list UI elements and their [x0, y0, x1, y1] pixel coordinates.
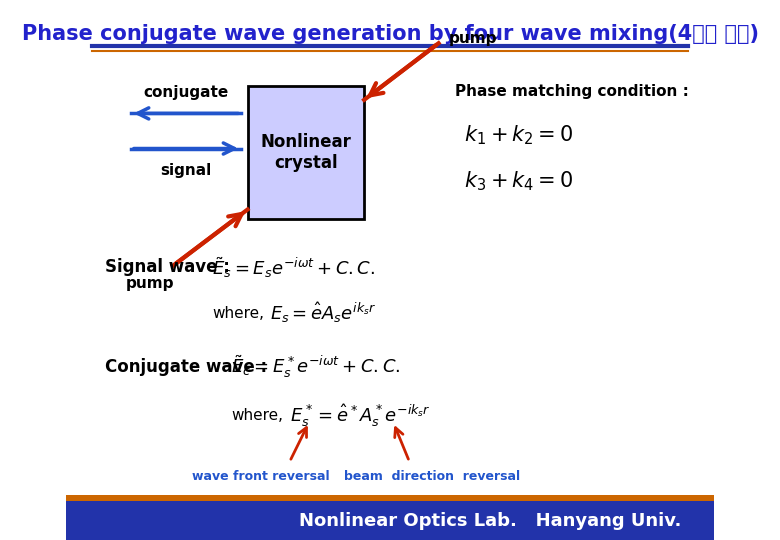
Bar — [66, 501, 714, 540]
Text: Signal wave :: Signal wave : — [105, 258, 230, 276]
Bar — [247, 86, 364, 219]
Text: $\tilde{E}_s = E_s e^{-i\omega t} + C.C.$: $\tilde{E}_s = E_s e^{-i\omega t} + C.C.… — [212, 255, 375, 280]
Bar — [66, 495, 714, 501]
Text: $E_s^* = \hat{e}^* A_s^* e^{-ik_s r}$: $E_s^* = \hat{e}^* A_s^* e^{-ik_s r}$ — [289, 403, 431, 429]
Text: signal: signal — [161, 163, 211, 178]
Text: $k_1 + k_2 = 0$: $k_1 + k_2 = 0$ — [464, 123, 573, 147]
Text: Conjugate wave :: Conjugate wave : — [105, 358, 268, 376]
Text: pump: pump — [126, 276, 175, 292]
Text: conjugate: conjugate — [144, 85, 229, 100]
Text: Phase conjugate wave generation by four wave mixing(4광파 혼합): Phase conjugate wave generation by four … — [22, 24, 758, 44]
Text: $E_s = \hat{e} A_s e^{ik_s r}$: $E_s = \hat{e} A_s e^{ik_s r}$ — [270, 301, 377, 325]
Text: beam  direction  reversal: beam direction reversal — [344, 470, 520, 483]
Text: pump: pump — [448, 31, 497, 46]
Text: $k_3 + k_4 = 0$: $k_3 + k_4 = 0$ — [464, 169, 573, 193]
Text: Nonlinear
crystal: Nonlinear crystal — [261, 133, 351, 172]
Text: wave front reversal: wave front reversal — [192, 470, 329, 483]
Text: where,: where, — [212, 306, 264, 321]
Text: where,: where, — [232, 408, 283, 423]
Text: Phase matching condition :: Phase matching condition : — [455, 84, 689, 99]
Text: Nonlinear Optics Lab.   Hanyang Univ.: Nonlinear Optics Lab. Hanyang Univ. — [300, 511, 682, 530]
Text: $\tilde{E}_c = E_s^* e^{-i\omega t} + C.C.$: $\tilde{E}_c = E_s^* e^{-i\omega t} + C.… — [232, 354, 401, 381]
